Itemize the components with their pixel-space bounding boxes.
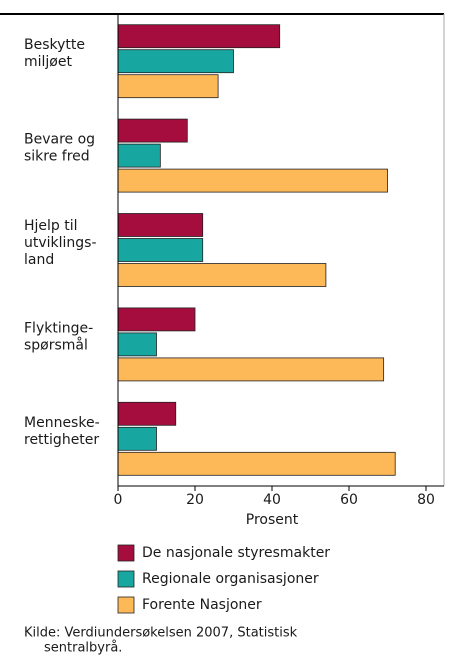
category-label: land <box>24 252 54 268</box>
bar <box>117 332 157 357</box>
legend-swatch <box>117 570 135 588</box>
bar <box>117 49 234 74</box>
source: Kilde: Verdiundersøkelsen 2007, Statisti… <box>24 626 298 641</box>
legend-label: Forente Nasjoner <box>142 597 262 613</box>
bar <box>117 24 281 49</box>
bar <box>117 143 161 168</box>
bar <box>117 74 219 99</box>
legend-swatch <box>117 596 135 614</box>
category-label: sikre fred <box>24 149 90 165</box>
bar <box>117 213 204 237</box>
x-tick-label: 80 <box>417 492 435 508</box>
category-label: Bevare og <box>24 132 95 148</box>
category-label: Menneske- <box>24 415 100 431</box>
x-axis-label: Prosent <box>246 512 299 528</box>
category-label: Beskytte <box>24 37 85 53</box>
category-label: utviklings- <box>24 235 97 251</box>
bar <box>117 118 188 143</box>
category-label: Flyktinge- <box>24 320 93 336</box>
bar <box>117 238 204 262</box>
source: sentralbyrå. <box>44 641 122 656</box>
bar <box>117 168 388 193</box>
x-tick-label: 60 <box>340 492 358 508</box>
x-tick-label: 40 <box>263 492 281 508</box>
bar <box>117 451 396 476</box>
category-label: spørsmål <box>24 336 88 353</box>
legend-swatch <box>117 544 135 562</box>
bar <box>117 307 196 332</box>
x-tick-label: 0 <box>114 492 123 508</box>
legend-label: De nasjonale styresmakter <box>142 545 330 561</box>
bar <box>117 401 177 426</box>
bar <box>117 426 157 451</box>
legend-label: Regionale organisasjoner <box>142 571 319 587</box>
category-label: miljøet <box>24 54 72 70</box>
category-label: rettigheter <box>24 432 99 448</box>
category-label: Hjelp til <box>24 218 78 234</box>
bar <box>117 263 327 287</box>
bar <box>117 357 385 382</box>
x-tick-label: 20 <box>186 492 204 508</box>
